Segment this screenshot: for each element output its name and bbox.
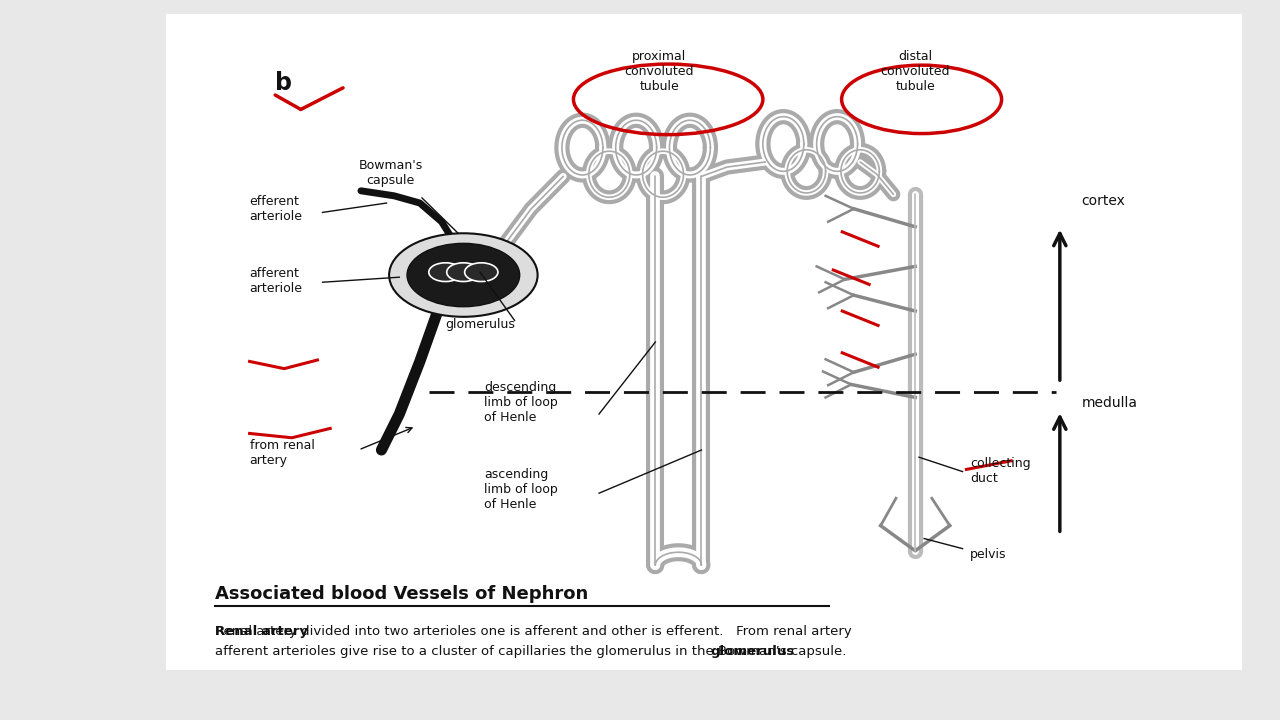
Text: Renal artery: Renal artery — [215, 625, 308, 638]
Text: glomerulus: glomerulus — [445, 318, 516, 330]
Text: descending
limb of loop
of Henle: descending limb of loop of Henle — [484, 381, 558, 424]
Text: glomerulus: glomerulus — [710, 645, 795, 658]
Text: ascending
limb of loop
of Henle: ascending limb of loop of Henle — [484, 467, 558, 510]
Text: proximal
convoluted
tubule: proximal convoluted tubule — [625, 50, 694, 93]
Circle shape — [447, 263, 480, 282]
Text: distal
convoluted
tubule: distal convoluted tubule — [881, 50, 950, 93]
Circle shape — [465, 263, 498, 282]
Text: Bowman's
capsule: Bowman's capsule — [358, 158, 422, 186]
Text: afferent
arteriole: afferent arteriole — [250, 266, 302, 294]
Text: Associated blood Vessels of Nephron: Associated blood Vessels of Nephron — [215, 585, 589, 603]
Text: collecting
duct: collecting duct — [970, 457, 1030, 485]
Text: efferent
arteriole: efferent arteriole — [250, 194, 302, 222]
Text: afferent arterioles give rise to a cluster of capillaries the glomerulus in the : afferent arterioles give rise to a clust… — [215, 645, 846, 658]
Text: from renal
artery: from renal artery — [250, 439, 315, 467]
Text: Renal artery divided into two arterioles one is afferent and other is efferent. : Renal artery divided into two arterioles… — [215, 625, 851, 638]
Text: cortex: cortex — [1082, 194, 1125, 208]
Circle shape — [407, 243, 520, 307]
Text: medulla: medulla — [1082, 396, 1138, 410]
Text: b: b — [275, 71, 292, 95]
Circle shape — [429, 263, 462, 282]
Text: pelvis: pelvis — [970, 548, 1007, 561]
Circle shape — [389, 233, 538, 317]
